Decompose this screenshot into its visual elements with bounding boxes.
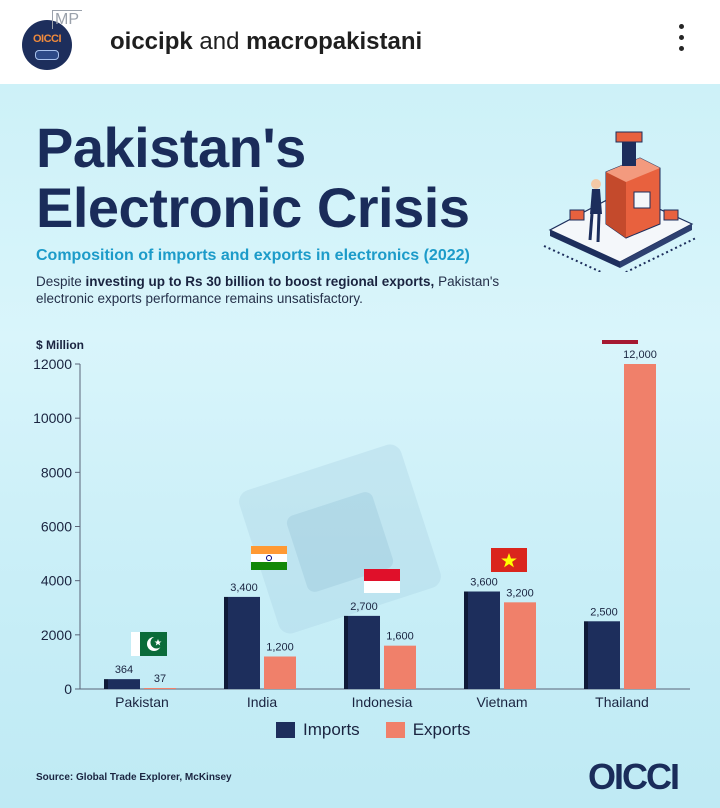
author-secondary-link[interactable]: macropakistani [246, 28, 423, 55]
x-category-label: India [247, 694, 278, 710]
exports-bar [624, 364, 656, 689]
desc-bold: investing up to Rs 30 billion to boost r… [85, 274, 435, 289]
y-tick-label: 8000 [41, 464, 72, 480]
author-avatar[interactable]: OICCI [22, 20, 72, 70]
imports-bar [108, 679, 140, 689]
x-category-label: Vietnam [476, 694, 527, 710]
author-joiner-text: and [199, 28, 240, 55]
x-category-label: Thailand [595, 694, 649, 710]
y-axis-unit-label: $ Million [36, 338, 84, 352]
imports-data-label: 364 [115, 664, 133, 676]
imports-exports-bar-chart: 0 2000 4000 6000 8000 10000 12000 364 37 Pakistan… [33, 340, 690, 710]
more-options-icon[interactable] [674, 24, 688, 58]
y-tick-label: 0 [64, 681, 72, 697]
legend-item-exports: Exports [385, 720, 471, 740]
collaborator-mark-text: MP [52, 10, 82, 29]
imports-bar-side [104, 679, 108, 689]
desc-pre: Despite [36, 274, 86, 289]
legend-label-exports: Exports [412, 720, 471, 739]
imports-data-label: 3,600 [470, 577, 498, 589]
x-category-label: Indonesia [352, 694, 413, 710]
exports-data-label: 3,200 [506, 587, 534, 599]
thailand-flag-icon [602, 340, 638, 344]
exports-bar [264, 656, 296, 689]
exports-data-label: 1,600 [386, 631, 414, 643]
collaborator-mark: MP [52, 10, 82, 36]
x-category-label: Pakistan [115, 694, 169, 710]
title-line-2: Electronic Crisis [36, 176, 470, 239]
india-flag-icon [251, 546, 287, 570]
exports-data-label: 37 [154, 673, 166, 685]
infographic-subtitle: Composition of imports and exports in el… [36, 247, 470, 264]
imports-bar [468, 591, 500, 689]
y-tick-label: 4000 [41, 573, 72, 589]
imports-bar [228, 596, 260, 689]
title-line-1: Pakistan's [36, 116, 306, 179]
exports-data-label: 1,200 [266, 642, 294, 654]
indonesia-flag-icon [364, 569, 400, 593]
avatar-emblem-icon [35, 50, 59, 60]
infographic-title: Pakistan's Electronic Crisis [36, 116, 470, 239]
imports-bar-side [224, 596, 228, 689]
exports-bar [504, 602, 536, 689]
imports-bar [588, 621, 620, 689]
imports-bar [348, 615, 380, 689]
imports-bar-side [584, 621, 588, 689]
infographic-description: Despite investing up to Rs 30 billion to… [36, 273, 536, 307]
post-authors: oiccipk and macropakistani [110, 28, 422, 56]
legend-item-imports: Imports [276, 720, 360, 740]
imports-bar-side [464, 591, 468, 689]
vietnam-flag-icon [491, 548, 527, 572]
oicci-logo: OICCI [588, 756, 680, 797]
pakistan-flag-icon [131, 632, 167, 656]
factory-worker-illustration [543, 131, 697, 272]
imports-bar-side [344, 615, 348, 689]
imports-data-label: 2,500 [590, 606, 618, 618]
legend-label-imports: Imports [303, 720, 360, 739]
y-tick-label: 12000 [33, 356, 72, 372]
y-tick-label: 10000 [33, 410, 72, 426]
chart-legend: Imports Exports [276, 720, 496, 740]
post-header: OICCI MP oiccipk and macropakistani [0, 0, 720, 84]
imports-data-label: 3,400 [230, 582, 258, 594]
y-tick-label: 6000 [41, 519, 72, 535]
source-note: Source: Global Trade Explorer, McKinsey [36, 772, 232, 783]
avatar-logo-text: OICCI [32, 33, 62, 45]
y-tick-label: 2000 [41, 627, 72, 643]
legend-swatch-exports [385, 722, 405, 738]
exports-bar [144, 687, 176, 689]
imports-data-label: 2,700 [350, 601, 378, 613]
author-primary-link[interactable]: oiccipk [110, 28, 193, 55]
author-joiner: and [199, 28, 246, 55]
exports-bar [384, 645, 416, 689]
exports-data-label: 12,000 [623, 349, 657, 361]
legend-swatch-imports [276, 722, 295, 738]
desc-post: Pakistan's electronic exports performanc… [36, 274, 500, 306]
